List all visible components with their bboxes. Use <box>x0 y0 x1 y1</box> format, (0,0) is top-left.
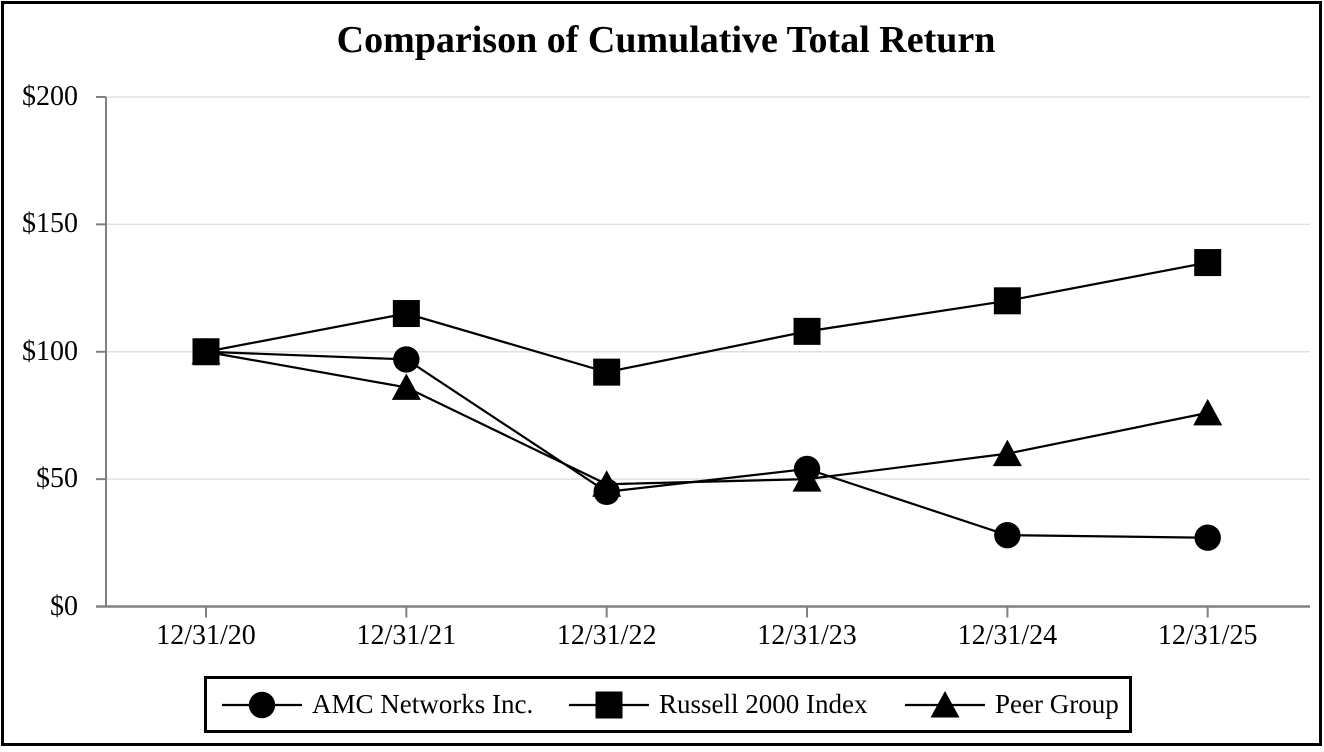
x-tick-label: 12/31/24 <box>957 620 1058 651</box>
y-tick-label: $100 <box>22 335 78 367</box>
y-tick-label: $0 <box>50 590 78 622</box>
triangle-marker-point <box>391 373 421 400</box>
square-marker-point <box>392 300 420 328</box>
x-tick-label: 12/31/20 <box>156 620 256 651</box>
legend-label: AMC Networks Inc. <box>312 689 534 719</box>
y-tick-label: $50 <box>36 463 78 495</box>
y-tick-label: $200 <box>22 81 78 112</box>
square-marker-point <box>593 358 621 386</box>
square-marker-point <box>793 317 821 345</box>
circle-marker-point <box>793 455 821 483</box>
x-tick-label: 12/31/22 <box>556 620 657 651</box>
circle-marker-point <box>393 346 420 373</box>
triangle-marker-point <box>1193 398 1223 426</box>
legend-item-amc-networks: AMC Networks Inc. <box>222 689 533 721</box>
square-marker-icon <box>569 691 649 718</box>
x-tick-label: 12/31/25 <box>1157 620 1258 651</box>
chart-title: Comparison of Cumulative Total Return <box>336 19 996 61</box>
circle-marker-legend <box>248 691 276 718</box>
legend-item-russell-2000: Russell 2000 Index <box>569 689 868 721</box>
triangle-marker-point <box>992 439 1022 467</box>
circle-marker-point <box>1194 524 1221 551</box>
circle-marker-point <box>994 521 1021 549</box>
y-tick-label: $150 <box>22 208 78 240</box>
square-marker-point <box>1194 249 1222 277</box>
square-marker-legend <box>595 691 623 718</box>
plot-area <box>96 96 1310 618</box>
series-line-1 <box>205 261 1208 374</box>
circle-marker-icon <box>222 691 302 718</box>
x-tick-label: 12/31/23 <box>757 620 857 651</box>
circle-marker-point <box>593 478 620 506</box>
x-tick-label: 12/31/21 <box>356 620 457 651</box>
series-line-0 <box>205 350 1208 539</box>
triangle-marker-legend <box>930 690 960 717</box>
legend-item-peer-group: Peer Group <box>905 689 1119 721</box>
series-line-2 <box>205 350 1208 486</box>
square-marker-point <box>192 338 220 366</box>
legend: AMC Networks Inc. Russell 2000 Index Pee… <box>204 676 1132 733</box>
square-marker-point <box>993 287 1021 315</box>
legend-label: Peer Group <box>995 689 1119 719</box>
triangle-marker-icon <box>905 690 985 717</box>
legend-label: Russell 2000 Index <box>659 689 868 719</box>
